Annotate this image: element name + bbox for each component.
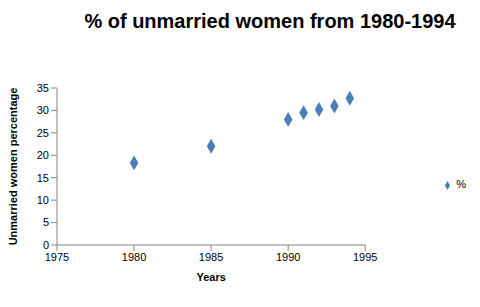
svg-text:Unmarried women percentage: Unmarried women percentage bbox=[8, 88, 19, 246]
svg-text:30: 30 bbox=[37, 104, 49, 116]
svg-text:35: 35 bbox=[37, 82, 49, 94]
svg-text:1990: 1990 bbox=[276, 251, 300, 263]
svg-text:1985: 1985 bbox=[199, 251, 223, 263]
svg-text:1975: 1975 bbox=[45, 251, 69, 263]
svg-text:5: 5 bbox=[43, 216, 49, 228]
svg-text:0: 0 bbox=[43, 239, 49, 251]
svg-text:10: 10 bbox=[37, 194, 49, 206]
svg-text:Years: Years bbox=[196, 271, 225, 283]
svg-text:1980: 1980 bbox=[122, 251, 146, 263]
svg-text:1995: 1995 bbox=[353, 251, 377, 263]
html-text:% of unmarried women from 1980: % of unmarried women from 1980-1994 bbox=[84, 10, 456, 32]
svg-text:25: 25 bbox=[37, 127, 49, 139]
svg-text:15: 15 bbox=[37, 172, 49, 184]
svg-text:20: 20 bbox=[37, 149, 49, 161]
